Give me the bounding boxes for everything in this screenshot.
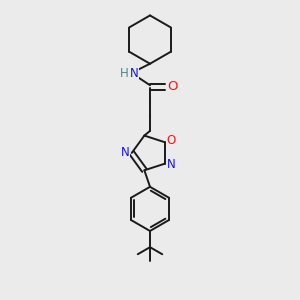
Text: N: N [121, 146, 130, 159]
Text: O: O [167, 134, 176, 147]
Text: N: N [167, 158, 176, 171]
Text: O: O [167, 80, 177, 93]
Text: H: H [120, 67, 129, 80]
Text: N: N [129, 67, 138, 80]
